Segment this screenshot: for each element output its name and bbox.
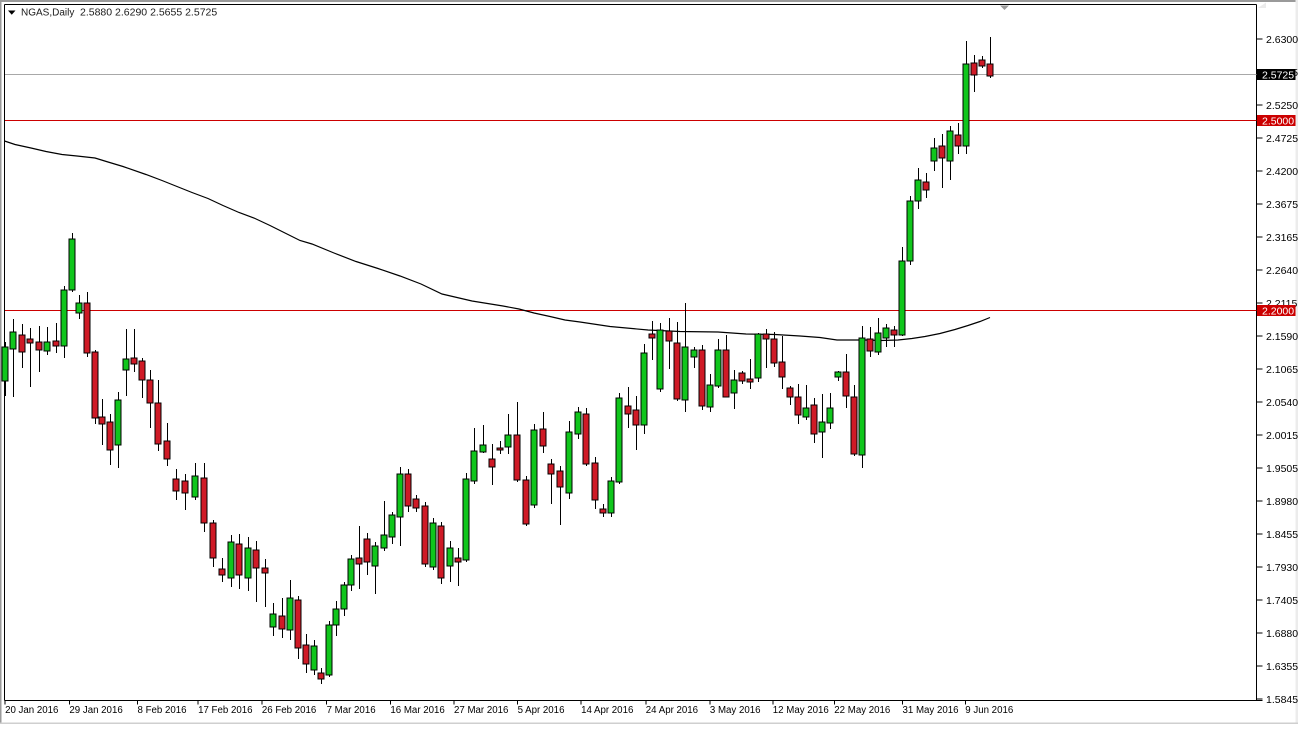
svg-text:12 May 2016: 12 May 2016 [773,705,829,716]
svg-text:8 Feb 2016: 8 Feb 2016 [138,705,187,716]
svg-text:2.3165: 2.3165 [1266,232,1298,244]
svg-text:27 Mar 2016: 27 Mar 2016 [454,705,508,716]
svg-text:20 Jan 2016: 20 Jan 2016 [5,705,58,716]
svg-text:2.1065: 2.1065 [1266,364,1298,376]
svg-text:2.6300: 2.6300 [1266,34,1298,46]
svg-text:1.9505: 1.9505 [1266,463,1298,475]
svg-text:2.1590: 2.1590 [1266,331,1298,343]
svg-text:2.5000: 2.5000 [1262,115,1294,127]
svg-text:16 Mar 2016: 16 Mar 2016 [390,705,444,716]
svg-text:3 May 2016: 3 May 2016 [710,705,761,716]
svg-text:1.5845: 1.5845 [1266,694,1298,706]
svg-text:9 Jun 2016: 9 Jun 2016 [965,705,1013,716]
svg-text:2.5880 2.6290 2.5655 2.5725: 2.5880 2.6290 2.5655 2.5725 [80,7,217,19]
svg-text:7 Mar 2016: 7 Mar 2016 [327,705,376,716]
svg-text:31 May 2016: 31 May 2016 [903,705,959,716]
svg-text:2.5725: 2.5725 [1262,69,1294,81]
svg-text:2.2000: 2.2000 [1262,305,1294,317]
svg-text:1.7405: 1.7405 [1266,595,1298,607]
svg-text:29 Jan 2016: 29 Jan 2016 [69,705,122,716]
svg-text:2.0015: 2.0015 [1266,430,1298,442]
svg-text:1.6355: 1.6355 [1266,661,1298,673]
svg-text:2.0540: 2.0540 [1266,397,1298,409]
svg-text:2.3675: 2.3675 [1266,199,1298,211]
svg-text:17 Feb 2016: 17 Feb 2016 [198,705,252,716]
svg-text:2.4200: 2.4200 [1266,166,1298,178]
svg-text:1.6880: 1.6880 [1266,628,1298,640]
svg-text:2.4725: 2.4725 [1266,133,1298,145]
svg-text:2.2640: 2.2640 [1266,265,1298,277]
svg-text:26 Feb 2016: 26 Feb 2016 [262,705,316,716]
svg-text:1.8455: 1.8455 [1266,529,1298,541]
svg-text:14 Apr 2016: 14 Apr 2016 [581,705,633,716]
svg-text:1.7930: 1.7930 [1266,562,1298,574]
svg-text:2.5250: 2.5250 [1266,100,1298,112]
svg-text:NGAS,Daily: NGAS,Daily [21,8,74,19]
svg-text:22 May 2016: 22 May 2016 [834,705,890,716]
svg-text:5 Apr 2016: 5 Apr 2016 [518,705,565,716]
svg-text:24 Apr 2016: 24 Apr 2016 [646,705,698,716]
svg-text:1.8980: 1.8980 [1266,496,1298,508]
